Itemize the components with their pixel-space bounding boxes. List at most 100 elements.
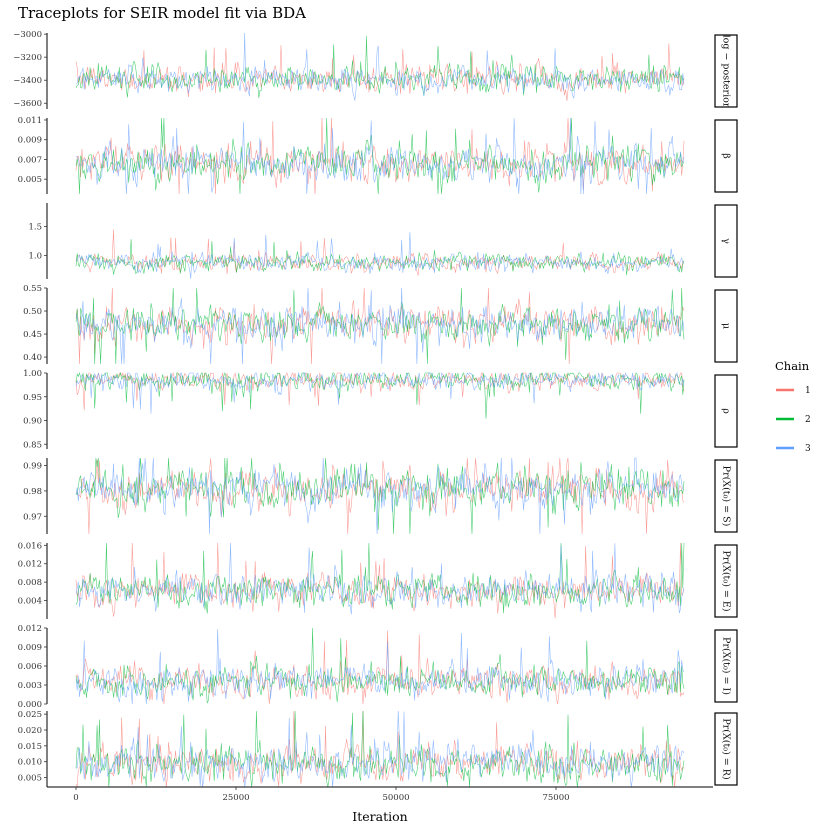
y-tick-label: 0.009 bbox=[18, 136, 42, 146]
trace-chain-3-panel-6 bbox=[75, 457, 684, 535]
strip-label-panel-8: Pr(X(t₀) = I) bbox=[721, 637, 732, 695]
trace-chain-1-panel-9 bbox=[75, 710, 685, 788]
y-tick-label: 0.015 bbox=[18, 742, 42, 752]
trace-chain-3-panel-5 bbox=[75, 371, 685, 414]
y-tick-label: 0.025 bbox=[18, 710, 42, 720]
strip-label-panel-1: log − posterior bbox=[721, 35, 732, 108]
y-tick-label: −3400 bbox=[13, 76, 42, 86]
y-tick-label: 0.007 bbox=[18, 155, 42, 165]
trace-chain-2-panel-2 bbox=[75, 117, 685, 195]
panel-5: 0.85 0.90 0.95 1.00 ρ bbox=[23, 369, 738, 450]
strip-box-panel-9 bbox=[714, 712, 738, 786]
strip-label-panel-5: ρ bbox=[721, 408, 732, 414]
trace-chain-3-panel-1 bbox=[75, 32, 685, 101]
panel-2: 0.005 0.007 0.009 0.011 β bbox=[18, 116, 738, 195]
y-tick-label: 0.50 bbox=[23, 307, 42, 317]
panel-7: 0.004 0.008 0.012 0.016 Pr(X(t₀) = E) bbox=[18, 541, 738, 619]
y-tick-label: 0.98 bbox=[23, 487, 42, 497]
panel-3: 1.0 1.5 γ bbox=[28, 203, 738, 279]
legend-title: Chain bbox=[775, 359, 810, 373]
y-tick-label: 0.97 bbox=[23, 512, 42, 522]
strip-box-panel-7 bbox=[714, 544, 738, 618]
y-tick-label: 0.009 bbox=[18, 643, 42, 653]
strip-box-panel-5 bbox=[714, 374, 738, 448]
y-tick-label: 0.90 bbox=[23, 417, 42, 427]
y-tick-label: 0.011 bbox=[18, 116, 42, 126]
trace-chain-3-panel-8 bbox=[75, 629, 685, 705]
legend-label-chain-2: 2 bbox=[805, 415, 811, 425]
strip-box-panel-6 bbox=[714, 459, 738, 533]
trace-chain-2-panel-8 bbox=[75, 627, 685, 704]
panel-9: 0.005 0.010 0.015 0.020 0.025 Pr(X(t₀) = R) bbox=[18, 710, 738, 788]
chart-title: Traceplots for SEIR model fit via BDA bbox=[18, 4, 307, 22]
y-tick-label: 0.40 bbox=[23, 353, 42, 363]
x-tick-label: 75000 bbox=[542, 793, 569, 803]
panel-6: 0.97 0.98 0.99 Pr(X(t₀) = S) bbox=[23, 457, 738, 535]
y-tick-label: 0.016 bbox=[18, 541, 42, 551]
y-tick-label: −3000 bbox=[13, 30, 42, 40]
trace-chain-3-panel-7 bbox=[75, 542, 685, 615]
y-tick-label: 0.000 bbox=[18, 700, 42, 710]
legend-label-chain-3: 3 bbox=[805, 444, 811, 454]
trace-chain-1-panel-4 bbox=[75, 287, 685, 365]
trace-chain-2-panel-5 bbox=[75, 371, 685, 419]
trace-chain-2-panel-3 bbox=[75, 239, 685, 276]
trace-chain-2-panel-4 bbox=[75, 287, 685, 365]
trace-chain-1-panel-7 bbox=[75, 542, 685, 619]
strip-label-panel-2: β bbox=[721, 153, 732, 159]
strip-box-panel-2 bbox=[714, 119, 738, 193]
y-tick-label: −3600 bbox=[13, 99, 42, 109]
trace-chain-3-panel-9 bbox=[75, 710, 685, 788]
strip-label-panel-9: Pr(X(t₀) = R) bbox=[721, 718, 732, 779]
panel-8: 0.000 0.003 0.006 0.009 0.012 Pr(X(t₀) = I) bbox=[18, 624, 738, 710]
trace-chain-3-panel-2 bbox=[75, 117, 685, 195]
strip-box-panel-4 bbox=[714, 289, 738, 363]
strip-label-panel-4: μ bbox=[721, 323, 732, 329]
strip-box-panel-3 bbox=[714, 204, 738, 278]
panel-1: −3000 −3200 −3400 −3600 log − posterior bbox=[13, 30, 738, 109]
y-tick-label: 0.006 bbox=[18, 662, 42, 672]
trace-chain-2-panel-1 bbox=[75, 36, 685, 98]
x-tick-label: 25000 bbox=[222, 793, 249, 803]
y-tick-label: 0.005 bbox=[18, 175, 42, 185]
x-axis-label: Iteration bbox=[352, 809, 407, 824]
trace-chain-1-panel-2 bbox=[75, 117, 685, 195]
y-tick-label: 0.95 bbox=[23, 393, 42, 403]
strip-box-panel-1 bbox=[714, 34, 738, 108]
x-tick-label: 50000 bbox=[382, 793, 409, 803]
y-tick-label: 1.0 bbox=[28, 252, 42, 262]
y-tick-label: 0.003 bbox=[18, 681, 42, 691]
trace-chain-1-panel-6 bbox=[75, 457, 685, 535]
trace-chain-2-panel-7 bbox=[75, 542, 685, 614]
y-tick-label: 0.85 bbox=[23, 440, 42, 450]
strip-box-panel-8 bbox=[714, 629, 738, 703]
strip-label-panel-6: Pr(X(t₀) = S) bbox=[721, 466, 732, 527]
y-tick-label: −3200 bbox=[13, 53, 42, 63]
trace-chain-3-panel-3 bbox=[75, 232, 685, 279]
y-tick-label: 1.5 bbox=[28, 222, 42, 232]
x-tick-label: 0 bbox=[73, 793, 78, 803]
trace-chain-1-panel-8 bbox=[75, 630, 685, 705]
trace-chain-2-panel-6 bbox=[75, 457, 685, 535]
y-tick-label: 0.99 bbox=[23, 462, 42, 472]
legend: Chain 1 2 3 bbox=[775, 359, 811, 454]
x-axis: 0 25000 50000 75000 bbox=[47, 786, 713, 803]
panels-group: −3000 −3200 −3400 −3600 log − posterior 0.005… bbox=[13, 30, 738, 788]
y-tick-label: 0.010 bbox=[18, 758, 42, 768]
strip-label-panel-3: γ bbox=[721, 238, 732, 244]
legend-label-chain-1: 1 bbox=[805, 386, 811, 396]
trace-chain-1-panel-5 bbox=[75, 371, 685, 411]
y-tick-label: 0.45 bbox=[23, 330, 42, 340]
y-tick-label: 0.012 bbox=[18, 560, 42, 570]
y-tick-label: 0.020 bbox=[18, 726, 42, 736]
y-tick-label: 1.00 bbox=[23, 369, 42, 379]
y-tick-label: 0.55 bbox=[23, 284, 42, 294]
y-tick-label: 0.004 bbox=[18, 597, 42, 607]
y-tick-label: 0.005 bbox=[18, 774, 42, 784]
strip-label-panel-7: Pr(X(t₀) = E) bbox=[721, 550, 732, 611]
trace-chain-3-panel-4 bbox=[75, 287, 685, 365]
y-tick-label: 0.012 bbox=[18, 624, 42, 634]
panel-4: 0.40 0.45 0.50 0.55 μ bbox=[23, 284, 738, 365]
y-tick-label: 0.008 bbox=[18, 578, 42, 588]
